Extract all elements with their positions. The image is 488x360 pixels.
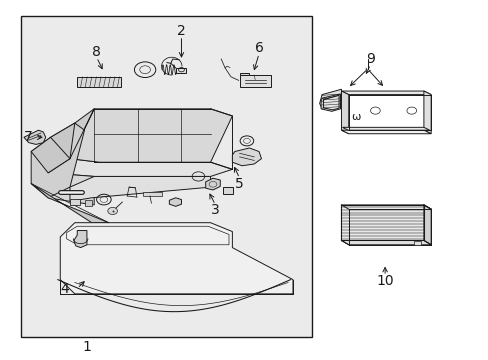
Polygon shape [341,91,430,95]
Polygon shape [341,91,348,134]
Circle shape [107,207,117,215]
Polygon shape [48,173,94,205]
Polygon shape [239,75,271,87]
Text: 8: 8 [92,45,101,59]
Text: 7: 7 [24,130,33,144]
Text: 1: 1 [82,340,91,354]
Text: 5: 5 [235,176,244,190]
Polygon shape [31,137,70,173]
Polygon shape [232,148,261,166]
Polygon shape [70,109,232,162]
Text: 4: 4 [61,282,69,296]
Polygon shape [24,130,45,144]
Polygon shape [341,205,430,209]
Bar [21,16,312,337]
Polygon shape [239,73,249,75]
Bar [84,200,92,206]
Text: 6: 6 [254,41,263,55]
Polygon shape [423,91,430,134]
Polygon shape [31,184,108,223]
Polygon shape [341,240,430,245]
Text: 2: 2 [177,23,185,37]
Polygon shape [31,123,84,198]
Text: 3: 3 [211,203,219,217]
Bar [222,187,233,194]
Polygon shape [321,94,340,111]
Polygon shape [60,223,292,294]
Polygon shape [341,130,430,134]
Polygon shape [74,230,87,248]
Bar [413,241,421,245]
Bar [142,193,162,196]
Polygon shape [77,77,121,87]
Polygon shape [342,127,429,130]
Polygon shape [48,159,232,176]
Polygon shape [323,95,338,110]
Bar [175,68,186,73]
Polygon shape [48,123,75,173]
Polygon shape [319,89,341,109]
Text: ω: ω [350,112,360,122]
Polygon shape [205,178,220,190]
Polygon shape [341,205,423,240]
Text: 10: 10 [376,274,393,288]
Polygon shape [48,109,94,173]
Polygon shape [169,198,181,206]
Text: 9: 9 [366,52,374,66]
Bar [70,198,80,205]
Polygon shape [70,176,210,201]
Polygon shape [423,205,430,245]
